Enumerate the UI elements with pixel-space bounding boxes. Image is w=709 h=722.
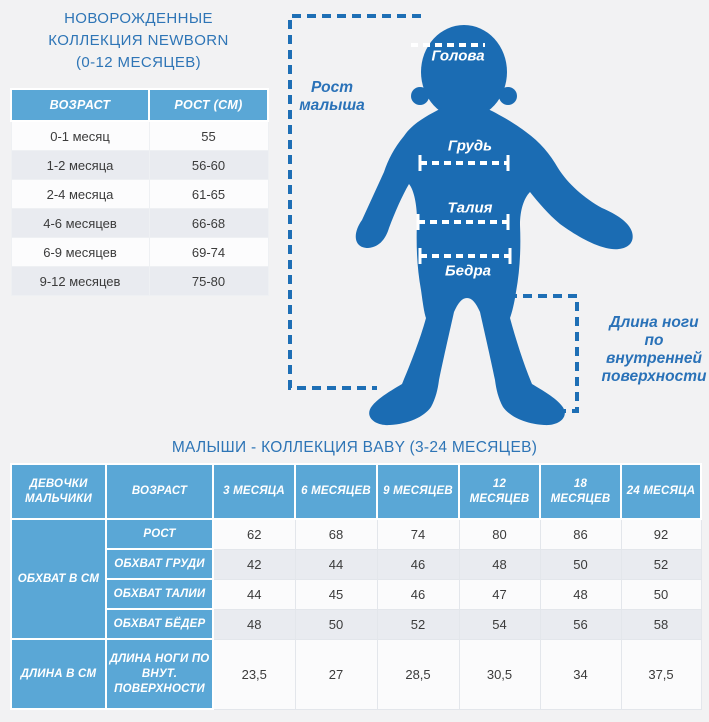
newborn-size-table: ВОЗРАСТ РОСТ (СМ) 0-1 месяц 55 1-2 месяц… xyxy=(10,88,269,296)
age-cell: 2-4 месяца xyxy=(10,179,150,209)
height-cell: 66-68 xyxy=(148,208,269,238)
baby-size-table: ДЕВОЧКИ МАЛЬЧИКИ ВОЗРАСТ 3 МЕСЯЦА 6 МЕСЯ… xyxy=(10,463,702,710)
column-header-9-months: 9 МЕСЯЦЕВ xyxy=(376,463,460,520)
height-bracket-line xyxy=(288,14,421,390)
size-value-cell: 48 xyxy=(212,608,296,640)
size-value-cell: 28,5 xyxy=(376,638,460,710)
column-header-girls-boys: ДЕВОЧКИ МАЛЬЧИКИ xyxy=(10,463,107,520)
column-header-18-months: 18 МЕСЯЦЕВ xyxy=(539,463,622,520)
height-cell: 75-80 xyxy=(148,266,269,296)
baby-section-title: МАЛЫШИ - КОЛЛЕКЦИЯ BABY (3-24 МЕСЯЦЕВ) xyxy=(171,439,538,456)
table-row-inner-leg-length: ДЛИНА В СМ ДЛИНА НОГИ ПО ВНУТ. ПОВЕРХНОС… xyxy=(10,638,702,710)
newborn-title-line: КОЛЛЕКЦИЯ NEWBORN xyxy=(48,32,229,49)
baby-silhouette xyxy=(355,25,633,426)
row-group-length-cm: ДЛИНА В СМ xyxy=(10,638,107,710)
table-header-row: ДЕВОЧКИ МАЛЬЧИКИ ВОЗРАСТ 3 МЕСЯЦА 6 МЕСЯ… xyxy=(10,463,702,520)
chest-measure-label: Грудь xyxy=(447,137,493,155)
table-row: 9-12 месяцев 75-80 xyxy=(10,266,269,296)
size-value-cell: 37,5 xyxy=(620,638,702,710)
table-row: 1-2 месяца 56-60 xyxy=(10,150,269,180)
size-value-cell: 30,5 xyxy=(458,638,541,710)
size-value-cell: 80 xyxy=(458,518,541,550)
size-value-cell: 46 xyxy=(376,578,460,610)
height-cell: 61-65 xyxy=(148,179,269,209)
row-label-height: РОСТ xyxy=(105,518,214,550)
table-header-row: ВОЗРАСТ РОСТ (СМ) xyxy=(10,88,269,122)
age-cell: 4-6 месяцев xyxy=(10,208,150,238)
newborn-title-line: НОВОРОЖДЕННЫЕ xyxy=(64,10,213,27)
size-value-cell: 92 xyxy=(620,518,702,550)
baby-body xyxy=(355,108,633,426)
row-group-girth-cm: ОБХВАТ В СМ xyxy=(10,518,107,640)
size-value-cell: 50 xyxy=(294,608,378,640)
size-value-cell: 48 xyxy=(539,578,622,610)
size-value-cell: 52 xyxy=(376,608,460,640)
row-label-chest-girth: ОБХВАТ ГРУДИ xyxy=(105,548,214,580)
column-header-age: ВОЗРАСТ xyxy=(10,88,150,122)
baby-head xyxy=(421,25,507,119)
hips-measure-label: Бедра xyxy=(445,262,491,280)
table-row: 6-9 месяцев 69-74 xyxy=(10,237,269,267)
table-row-waist-girth: ОБХВАТ ТАЛИИ 44 45 46 47 48 50 xyxy=(11,578,702,610)
size-value-cell: 62 xyxy=(212,518,296,550)
baby-measurement-diagram: Рост малыша Голова Грудь Талия Бедра Дли… xyxy=(280,0,709,440)
size-value-cell: 44 xyxy=(294,548,378,580)
column-header-age: ВОЗРАСТ xyxy=(105,463,214,520)
size-value-cell: 42 xyxy=(212,548,296,580)
waist-measure-label: Талия xyxy=(447,199,493,217)
size-value-cell: 45 xyxy=(294,578,378,610)
column-header-12-months: 12 МЕСЯЦЕВ xyxy=(458,463,541,520)
leg-length-bracket-line xyxy=(478,294,579,413)
table-row: 0-1 месяц 55 xyxy=(10,120,269,151)
age-cell: 0-1 месяц xyxy=(10,120,150,151)
baby-ear-left xyxy=(411,87,429,105)
table-row-chest-girth: ОБХВАТ ГРУДИ 42 44 46 48 50 52 xyxy=(11,548,702,580)
size-value-cell: 68 xyxy=(294,518,378,550)
leg-length-measure-label: Длина ноги по внутренней поверхности xyxy=(601,314,707,385)
column-header-3-months: 3 МЕСЯЦА xyxy=(212,463,296,520)
newborn-section-title: НОВОРОЖДЕННЫЕ КОЛЛЕКЦИЯ NEWBORN (0-12 МЕ… xyxy=(10,8,267,74)
size-value-cell: 23,5 xyxy=(212,638,296,710)
table-row-hips-girth: ОБХВАТ БЁДЕР 48 50 52 54 56 58 xyxy=(11,608,702,640)
size-value-cell: 54 xyxy=(458,608,541,640)
size-value-cell: 34 xyxy=(539,638,622,710)
size-value-cell: 74 xyxy=(376,518,460,550)
row-label-hips-girth: ОБХВАТ БЁДЕР xyxy=(105,608,214,640)
row-label-waist-girth: ОБХВАТ ТАЛИИ xyxy=(105,578,214,610)
age-cell: 6-9 месяцев xyxy=(10,237,150,267)
table-row: 2-4 месяца 61-65 xyxy=(10,179,269,209)
height-cell: 56-60 xyxy=(148,150,269,180)
size-value-cell: 48 xyxy=(458,548,541,580)
size-value-cell: 27 xyxy=(294,638,378,710)
height-cell: 55 xyxy=(148,120,269,151)
size-value-cell: 44 xyxy=(212,578,296,610)
size-value-cell: 86 xyxy=(539,518,622,550)
newborn-title-line: (0-12 МЕСЯЦЕВ) xyxy=(75,54,202,71)
size-value-cell: 50 xyxy=(620,578,702,610)
column-header-height: РОСТ (СМ) xyxy=(148,88,269,122)
size-value-cell: 46 xyxy=(376,548,460,580)
size-value-cell: 50 xyxy=(539,548,622,580)
age-cell: 9-12 месяцев xyxy=(10,266,150,296)
height-cell: 69-74 xyxy=(148,237,269,267)
size-value-cell: 52 xyxy=(620,548,702,580)
age-cell: 1-2 месяца xyxy=(10,150,150,180)
baby-silhouette-figure xyxy=(288,14,633,426)
height-measure-label: Рост малыша xyxy=(299,79,365,114)
column-header-6-months: 6 МЕСЯЦЕВ xyxy=(294,463,378,520)
size-value-cell: 56 xyxy=(539,608,622,640)
size-value-cell: 47 xyxy=(458,578,541,610)
size-value-cell: 58 xyxy=(620,608,702,640)
table-row-height: ОБХВАТ В СМ РОСТ 62 68 74 80 86 92 xyxy=(10,518,702,640)
column-header-24-months: 24 МЕСЯЦА xyxy=(620,463,702,520)
baby-ear-right xyxy=(499,87,517,105)
row-label-inner-leg-length: ДЛИНА НОГИ ПО ВНУТ. ПОВЕРХНОСТИ xyxy=(105,638,214,710)
table-row: 4-6 месяцев 66-68 xyxy=(10,208,269,238)
head-measure-label: Голова xyxy=(431,47,485,65)
